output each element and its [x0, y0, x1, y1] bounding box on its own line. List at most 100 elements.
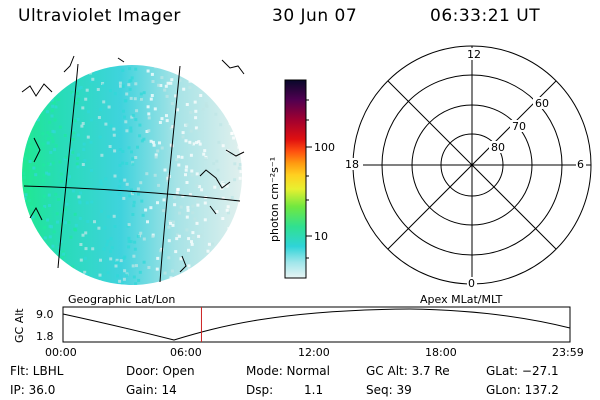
- image-pixel: [171, 223, 175, 227]
- image-pixel: [69, 235, 73, 239]
- image-pixel: [213, 185, 217, 189]
- image-pixel: [174, 94, 178, 98]
- mlat-label-60: 60: [535, 97, 549, 110]
- image-pixel: [32, 211, 36, 215]
- image-pixel: [215, 210, 219, 214]
- image-pixel: [184, 168, 188, 172]
- image-pixel: [138, 134, 142, 138]
- image-pixel: [69, 148, 73, 152]
- image-pixel: [118, 163, 122, 167]
- image-pixel: [100, 209, 103, 213]
- image-pixel: [188, 86, 192, 90]
- image-pixel: [169, 81, 173, 85]
- geographic-latlon-title: Geographic Lat/Lon: [68, 293, 175, 306]
- image-pixel: [99, 179, 102, 183]
- image-pixel: [131, 264, 135, 268]
- image-pixel: [227, 252, 231, 256]
- image-pixel: [62, 252, 66, 256]
- image-pixel: [77, 153, 81, 157]
- coastline: [209, 205, 217, 215]
- image-pixel: [224, 86, 228, 90]
- image-pixel: [55, 212, 59, 216]
- image-pixel: [182, 87, 186, 91]
- colorbar-label: photon cm⁻²s⁻¹: [268, 157, 281, 242]
- image-pixel: [24, 238, 28, 242]
- image-pixel: [193, 74, 197, 78]
- coastline: [199, 169, 231, 189]
- image-pixel: [51, 104, 55, 108]
- image-pixel: [238, 123, 242, 127]
- image-pixel: [79, 86, 83, 89]
- image-pixel: [25, 240, 29, 244]
- image-pixel: [123, 178, 127, 182]
- image-pixel: [146, 105, 150, 109]
- image-pixel: [40, 80, 44, 83]
- image-pixel: [42, 173, 46, 177]
- gc-alt-status: GC Alt: 3.7 Re: [366, 364, 450, 378]
- image-pixel: [79, 243, 83, 246]
- image-pixel: [197, 266, 201, 270]
- image-pixel: [40, 69, 43, 73]
- image-pixel: [179, 205, 183, 209]
- image-pixel: [129, 96, 133, 100]
- image-pixel: [187, 248, 190, 252]
- image-pixel: [132, 275, 136, 279]
- image-pixel: [189, 153, 193, 157]
- image-pixel: [81, 122, 85, 125]
- image-pixel: [113, 261, 117, 265]
- image-pixel: [59, 179, 63, 183]
- image-pixel: [45, 68, 48, 72]
- image-pixel: [36, 118, 40, 122]
- image-pixel: [91, 247, 95, 251]
- image-pixel: [186, 208, 190, 212]
- image-pixel: [228, 122, 232, 126]
- image-pixel: [185, 103, 189, 106]
- image-pixel: [194, 116, 198, 120]
- image-pixel: [121, 161, 125, 165]
- image-pixel: [128, 194, 132, 198]
- image-pixel: [117, 192, 121, 196]
- image-pixel: [227, 72, 230, 76]
- image-pixel: [151, 80, 155, 83]
- image-pixel: [142, 237, 146, 241]
- image-pixel: [195, 172, 199, 176]
- image-pixel: [185, 215, 189, 219]
- image-pixel: [110, 246, 114, 250]
- image-pixel: [181, 135, 185, 139]
- image-pixel: [25, 239, 29, 243]
- mode-status: Mode: Normal: [246, 364, 330, 378]
- image-pixel: [90, 118, 93, 122]
- image-pixel: [193, 78, 197, 82]
- image-pixel: [240, 251, 242, 255]
- image-pixel: [65, 202, 69, 206]
- label-bg: [533, 97, 551, 109]
- image-pixel: [112, 127, 116, 131]
- image-pixel: [145, 130, 149, 133]
- image-pixel: [151, 140, 155, 144]
- image-pixel: [122, 277, 126, 281]
- image-pixel: [176, 233, 180, 237]
- image-pixel: [185, 181, 189, 184]
- gain-status: Gain: 14: [126, 383, 177, 397]
- image-pixel: [123, 269, 127, 273]
- image-pixel: [203, 201, 207, 205]
- geographic-grid: [23, 63, 241, 283]
- image-pixel: [206, 249, 210, 253]
- image-pixel: [144, 208, 148, 212]
- image-pixel: [108, 145, 112, 148]
- image-pixel: [223, 90, 227, 94]
- image-pixel: [223, 107, 227, 111]
- image-pixel: [181, 194, 185, 198]
- altitude-plot-frame: [62, 306, 571, 343]
- image-pixel: [102, 247, 106, 251]
- image-pixel: [177, 155, 180, 159]
- label-bg: [510, 120, 528, 132]
- image-pixel: [40, 111, 44, 115]
- image-pixel: [170, 78, 174, 82]
- image-pixel: [124, 99, 128, 103]
- image-pixel: [60, 256, 64, 260]
- image-pixel: [113, 92, 117, 96]
- image-pixel: [153, 173, 157, 177]
- image-pixel: [64, 221, 68, 225]
